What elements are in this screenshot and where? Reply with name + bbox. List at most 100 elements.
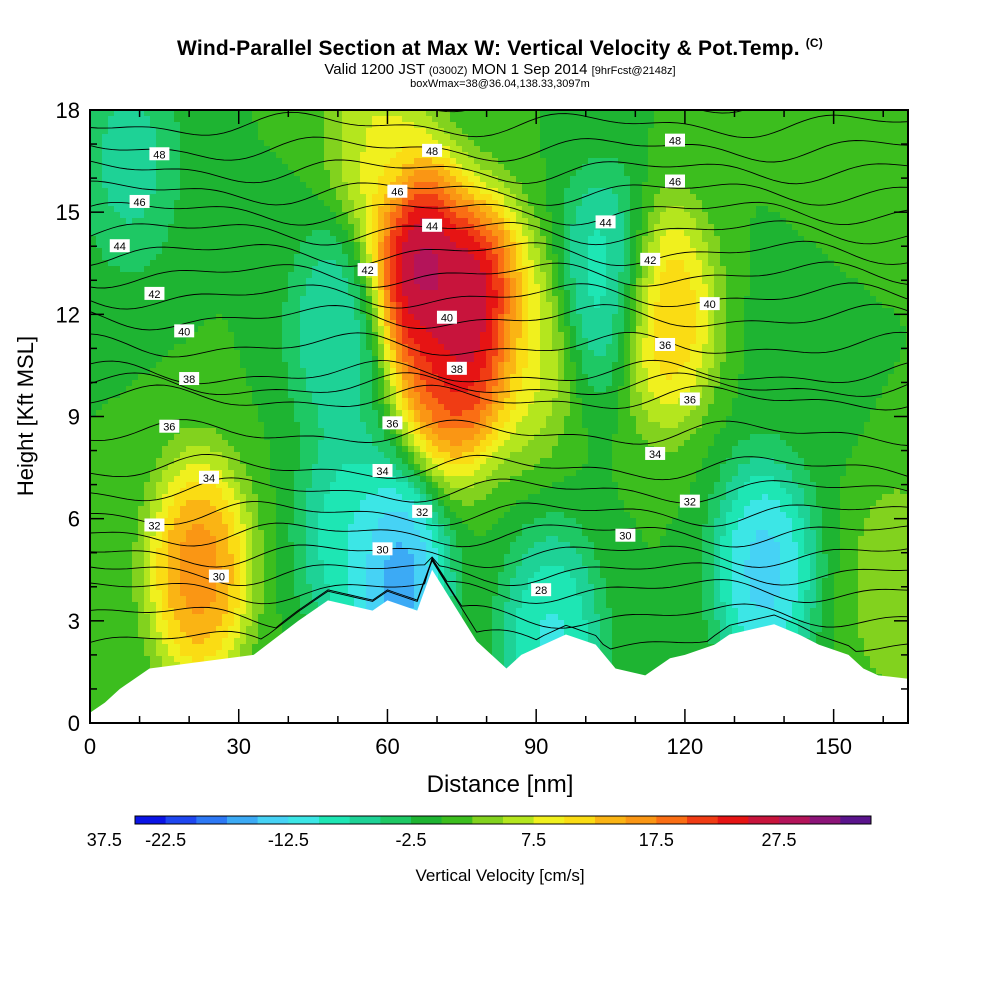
field-cell — [360, 518, 367, 525]
field-cell — [342, 200, 349, 207]
field-cell — [306, 230, 313, 237]
field-cell — [246, 254, 253, 261]
field-cell — [90, 470, 97, 477]
field-cell — [186, 356, 193, 363]
field-cell — [330, 194, 337, 201]
field-cell — [282, 518, 289, 525]
field-cell — [132, 122, 139, 129]
field-cell — [222, 368, 229, 375]
field-cell — [294, 368, 301, 375]
field-cell — [318, 338, 325, 345]
field-cell — [228, 464, 235, 471]
field-cell — [192, 470, 199, 477]
field-cell — [336, 392, 343, 399]
field-cell — [318, 254, 325, 261]
field-cell — [144, 110, 151, 117]
field-cell — [276, 428, 283, 435]
field-cell — [192, 206, 199, 213]
field-cell — [192, 398, 199, 405]
field-cell — [270, 488, 277, 495]
field-cell — [108, 344, 115, 351]
field-cell — [282, 278, 289, 285]
field-cell — [270, 596, 277, 603]
field-cell — [210, 530, 217, 537]
field-cell — [120, 410, 127, 417]
field-cell — [300, 476, 307, 483]
field-cell — [372, 128, 379, 135]
field-cell — [198, 200, 205, 207]
field-cell — [366, 368, 373, 375]
field-cell — [198, 560, 205, 567]
field-cell — [234, 608, 241, 615]
field-cell — [162, 476, 169, 483]
field-cell — [150, 128, 157, 135]
field-cell — [372, 500, 379, 507]
field-cell — [294, 470, 301, 477]
field-cell — [306, 128, 313, 135]
field-cell — [258, 548, 265, 555]
field-cell — [306, 356, 313, 363]
field-cell — [90, 188, 97, 195]
field-cell — [282, 542, 289, 549]
field-cell — [324, 488, 331, 495]
field-cell — [324, 248, 331, 255]
field-cell — [102, 290, 109, 297]
field-cell — [246, 440, 253, 447]
field-cell — [96, 590, 103, 597]
field-cell — [270, 116, 277, 123]
field-cell — [138, 512, 145, 519]
field-cell — [192, 458, 199, 465]
field-cell — [186, 524, 193, 531]
field-cell — [96, 158, 103, 165]
field-cell — [204, 572, 211, 579]
field-cell — [360, 524, 367, 531]
field-cell — [162, 302, 169, 309]
field-cell — [234, 260, 241, 267]
field-cell — [174, 488, 181, 495]
field-cell — [282, 164, 289, 171]
field-cell — [306, 470, 313, 477]
field-cell — [306, 152, 313, 159]
field-cell — [210, 356, 217, 363]
field-cell — [150, 596, 157, 603]
field-cell — [192, 128, 199, 135]
field-cell — [204, 536, 211, 543]
field-cell — [288, 260, 295, 267]
field-cell — [360, 416, 367, 423]
field-cell — [180, 176, 187, 183]
field-cell — [348, 296, 355, 303]
field-cell — [246, 578, 253, 585]
field-cell — [114, 368, 121, 375]
field-cell — [174, 134, 181, 141]
field-cell — [330, 458, 337, 465]
field-cell — [150, 662, 157, 669]
field-cell — [126, 452, 133, 459]
field-cell — [336, 200, 343, 207]
field-cell — [180, 236, 187, 243]
field-cell — [198, 428, 205, 435]
field-cell — [192, 392, 199, 399]
field-cell — [276, 488, 283, 495]
field-cell — [120, 632, 127, 639]
field-cell — [312, 554, 319, 561]
field-cell — [300, 518, 307, 525]
field-cell — [228, 140, 235, 147]
field-cell — [222, 548, 229, 555]
field-cell — [330, 566, 337, 573]
field-cell — [204, 626, 211, 633]
field-cell — [330, 266, 337, 273]
field-cell — [240, 134, 247, 141]
field-cell — [282, 386, 289, 393]
field-cell — [96, 566, 103, 573]
field-cell — [204, 374, 211, 381]
field-cell — [108, 254, 115, 261]
field-cell — [198, 650, 205, 657]
field-cell — [324, 110, 331, 117]
field-cell — [318, 206, 325, 213]
field-cell — [132, 266, 139, 273]
field-cell — [168, 560, 175, 567]
field-cell — [246, 356, 253, 363]
field-cell — [378, 134, 385, 141]
field-cell — [192, 446, 199, 453]
field-cell — [138, 608, 145, 615]
